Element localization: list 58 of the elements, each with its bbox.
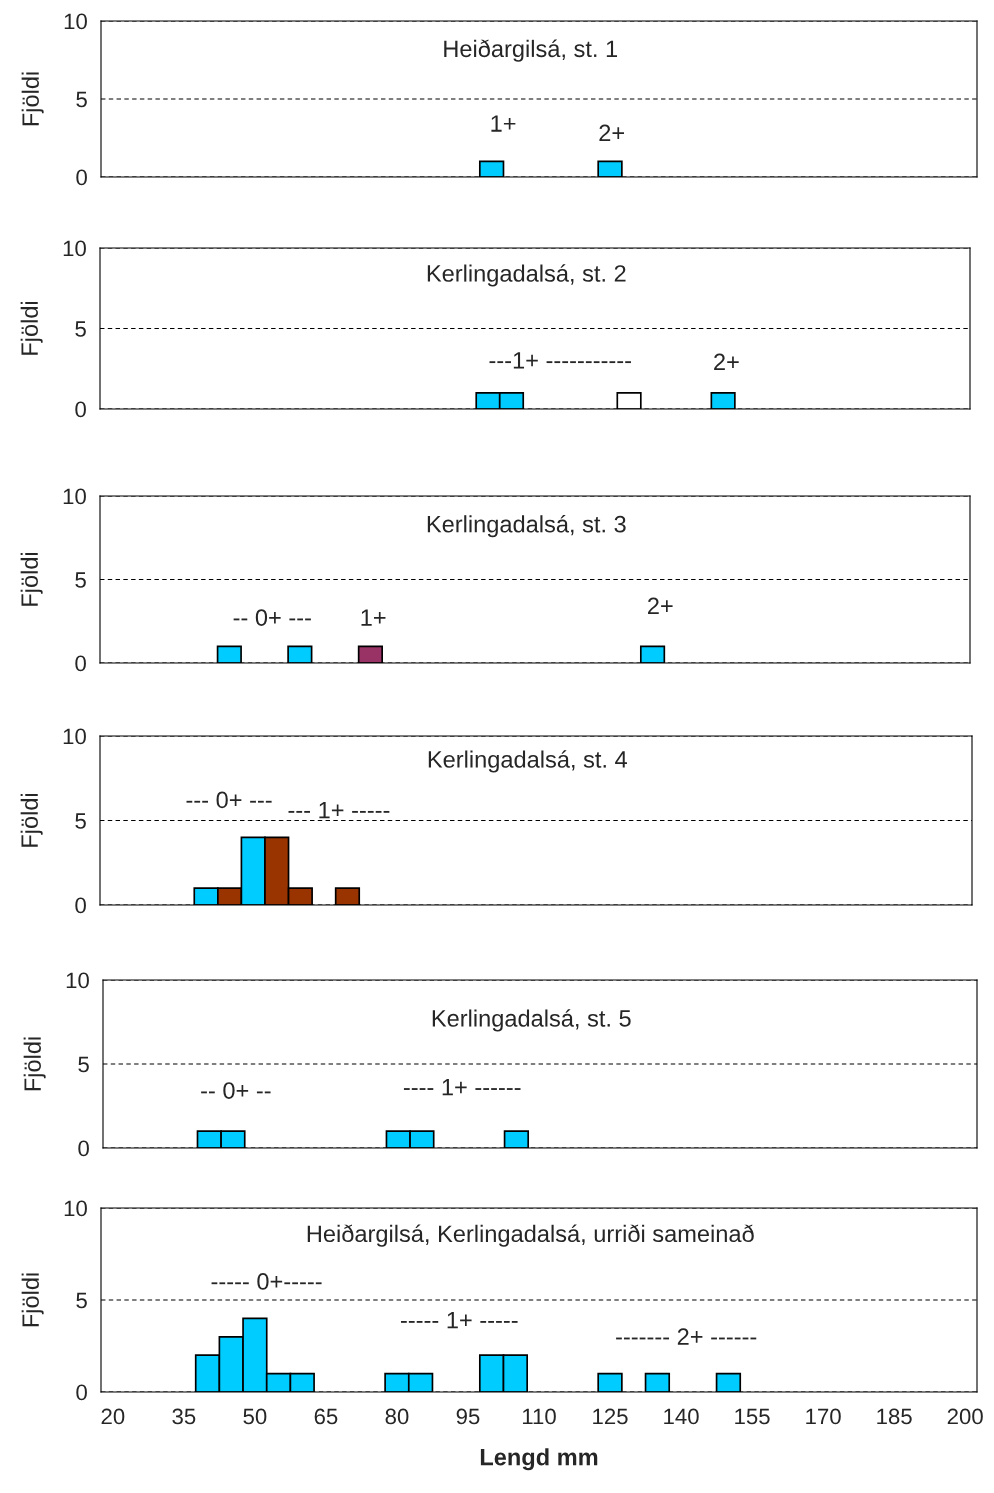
y-tick-label: 10: [66, 972, 89, 989]
x-tick-label: 35: [172, 1408, 196, 1425]
annotation: 1+: [361, 609, 386, 626]
annotation: ----- 0+-----: [211, 1273, 322, 1290]
x-tick-label: 155: [735, 1408, 770, 1425]
x-tick-label: 200: [947, 1408, 983, 1425]
annotation: -- 0+ ---: [233, 609, 311, 626]
y-axis-title: Fjöldi: [20, 301, 43, 355]
x-tick-label: 185: [877, 1408, 912, 1425]
annotation: 2+: [599, 124, 624, 141]
y-tick-label: 0: [75, 897, 86, 914]
y-tick-label: 0: [75, 401, 86, 418]
y-tick-label: 0: [78, 1140, 89, 1157]
text: Kerlingadalsá, st. 2: [427, 264, 626, 287]
x-tick-label: 95: [456, 1408, 480, 1425]
y-axis-title: Fjöldi: [21, 72, 44, 126]
x-tick-label: 80: [385, 1408, 409, 1425]
x-tick-label: 140: [664, 1408, 699, 1425]
y-tick-label: 5: [75, 813, 86, 829]
y-axis-title: Fjöldi: [21, 1273, 44, 1327]
y-axis-title: Fjöldi: [23, 1037, 46, 1091]
x-tick-label: 65: [314, 1408, 338, 1425]
text: Heiðargilsá, st. 1: [444, 39, 618, 62]
annotation: ----- 1+ -----: [401, 1311, 518, 1329]
y-axis-title: Fjöldi: [20, 793, 43, 847]
y-tick-label: 0: [76, 169, 87, 186]
x-tick-label: 170: [806, 1408, 841, 1425]
y-tick-label: 5: [75, 572, 86, 588]
y-tick-label: 5: [76, 91, 87, 108]
y-tick-label: 5: [78, 1056, 89, 1073]
y-tick-label: 10: [64, 13, 87, 30]
text: Kerlingadalsá, st. 4: [428, 750, 627, 773]
annotation: --- 1+ -----: [288, 801, 390, 819]
annotation: ------- 2+ ------: [616, 1328, 757, 1345]
text: Kerlingadalsá, st. 5: [432, 1009, 631, 1032]
x-tick-label: 50: [243, 1408, 267, 1425]
annotation: ---1+ -----------: [489, 352, 631, 369]
annotation: -- 0+ --: [201, 1082, 271, 1099]
annotation: 2+: [714, 353, 739, 371]
y-tick-label: 0: [75, 655, 86, 672]
y-tick-label: 5: [75, 321, 86, 337]
annotation: ---- 1+ ------: [403, 1079, 521, 1096]
y-tick-label: 10: [63, 240, 86, 257]
annotation: 2+: [648, 597, 673, 614]
x-axis-title: Lengd mm: [480, 1448, 598, 1471]
y-tick-label: 5: [76, 1292, 87, 1309]
y-tick-label: 10: [64, 1200, 87, 1217]
y-tick-label: 10: [63, 488, 86, 505]
y-tick-label: 0: [76, 1384, 87, 1401]
x-tick-label: 110: [522, 1408, 556, 1425]
annotation: --- 0+ ---: [186, 791, 272, 809]
y-tick-label: 10: [63, 728, 86, 745]
x-tick-label: 20: [101, 1408, 125, 1425]
x-tick-label: 125: [593, 1408, 628, 1425]
annotation: 1+: [491, 115, 516, 132]
y-axis-title: Fjöldi: [20, 552, 43, 606]
text: Kerlingadalsá, st. 3: [427, 514, 626, 538]
text: Heiðargilsá, Kerlingadalsá, urriði sameinað: [307, 1224, 754, 1247]
